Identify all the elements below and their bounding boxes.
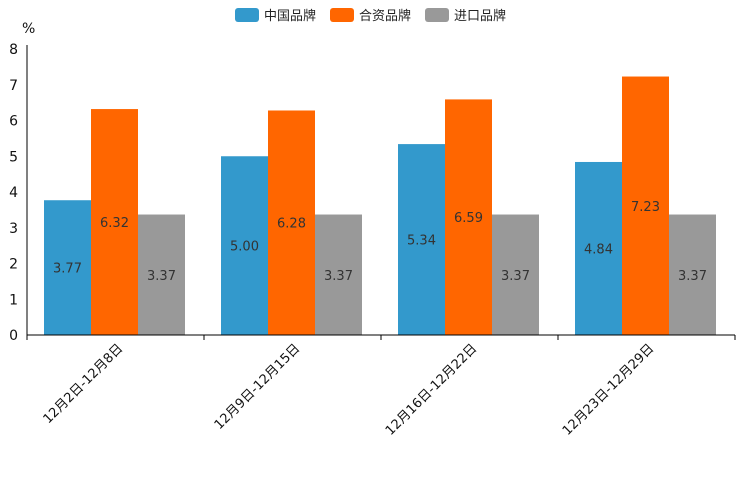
bar (268, 110, 315, 336)
bar (44, 200, 91, 335)
y-tick-label: 2 (9, 257, 18, 273)
bar (398, 144, 445, 335)
legend-swatch (235, 8, 259, 22)
y-tick-label: 6 (9, 114, 18, 130)
y-tick-label: 1 (9, 292, 18, 308)
bar-value-label: 3.77 (53, 262, 82, 277)
y-tick-label: 5 (9, 149, 18, 165)
bar-value-label: 5.34 (407, 234, 436, 249)
y-axis-label: % (22, 21, 35, 37)
y-tick-label: 0 (9, 328, 18, 344)
x-category-label: 12月23日-12月29日 (560, 341, 657, 438)
legend-label: 中国品牌 (264, 8, 316, 24)
x-category-label: 12月16日-12月22日 (383, 341, 480, 438)
bar (445, 99, 492, 335)
bar (315, 214, 362, 335)
bar (669, 214, 716, 335)
y-tick-label: 4 (9, 185, 18, 201)
x-axis: 12月2日-12月8日 12月9日-12月15日 12月16日-12月22日 12月2… (26, 334, 736, 439)
y-tick-label: 3 (9, 221, 18, 237)
legend-label: 合资品牌 (359, 8, 411, 24)
legend-label: 进口品牌 (454, 8, 506, 24)
bars: 3.77 6.32 3.37 5.00 6.28 3.37 5.34 6.59 3.37 4.84… (44, 76, 716, 336)
bar-value-label: 5.00 (230, 240, 259, 255)
bar (575, 161, 622, 335)
bar (492, 214, 539, 335)
bar (622, 76, 669, 335)
bar-value-label: 6.28 (277, 217, 306, 232)
x-category-label: 12月9日-12月15日 (212, 341, 304, 433)
bar (221, 156, 268, 335)
bar-value-label: 3.37 (324, 269, 353, 284)
bar-value-label: 6.32 (100, 216, 129, 231)
legend-swatch (425, 8, 449, 22)
bar-value-label: 4.84 (584, 242, 613, 257)
legend-swatch (330, 8, 354, 22)
y-tick-label: 7 (9, 78, 18, 94)
bar-value-label: 6.59 (454, 211, 483, 226)
bar-value-label: 3.37 (678, 269, 707, 284)
legend: 中国品牌 合资品牌 进口品牌 (235, 8, 506, 24)
x-category-label: 12月2日-12月8日 (41, 341, 127, 427)
bar-value-label: 7.23 (631, 200, 660, 215)
bar-value-label: 3.37 (147, 269, 176, 284)
bar (138, 214, 185, 335)
bar (91, 109, 138, 335)
y-axis: 0 1 2 3 4 5 6 7 8 (9, 42, 28, 344)
bar-value-label: 3.37 (501, 269, 530, 284)
y-tick-label: 8 (9, 42, 18, 58)
